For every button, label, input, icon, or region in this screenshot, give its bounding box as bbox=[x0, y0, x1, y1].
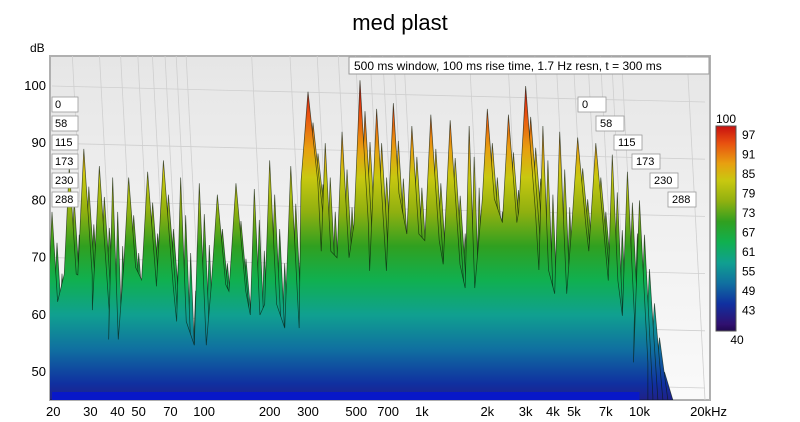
colorbar-tick-label: 43 bbox=[742, 304, 756, 318]
x-tick-label: 4k bbox=[546, 404, 560, 419]
colorbar-tick-label: 55 bbox=[742, 265, 756, 279]
x-tick-label: 70 bbox=[163, 404, 177, 419]
colorbar-tick-label: 91 bbox=[742, 148, 756, 162]
slice-label-box-left bbox=[51, 191, 79, 208]
x-tick-label: 10k bbox=[629, 404, 650, 419]
colorbar-top-label: 100 bbox=[716, 112, 736, 126]
colorbar-bottom-label: 40 bbox=[730, 333, 744, 347]
colorbar-tick-label: 73 bbox=[742, 206, 756, 220]
slice-label-left: 115 bbox=[55, 137, 73, 149]
y-tick-label: 70 bbox=[32, 250, 46, 265]
slice-label-box-right bbox=[631, 153, 661, 170]
colorbar-tick-label: 79 bbox=[742, 187, 756, 201]
slice-label-box-right bbox=[613, 134, 643, 151]
chart-title: med plast bbox=[352, 10, 447, 35]
slice-label-box-right bbox=[595, 115, 625, 132]
y-tick-label: 80 bbox=[32, 192, 46, 207]
x-tick-label: 100 bbox=[193, 404, 215, 419]
x-tick-label: 20 bbox=[46, 404, 60, 419]
slice-label-right: 173 bbox=[636, 156, 654, 168]
colorbar-tick-label: 67 bbox=[742, 226, 756, 240]
slice-label-left: 230 bbox=[55, 175, 73, 187]
slice-label-box-left bbox=[51, 172, 79, 189]
x-tick-label: 1k bbox=[415, 404, 429, 419]
x-tick-label: 200 bbox=[259, 404, 281, 419]
slice-label-box-right bbox=[649, 172, 679, 189]
slice-label-left: 0 bbox=[55, 99, 61, 111]
x-tick-label: 20kHz bbox=[690, 404, 727, 419]
x-tick-label: 500 bbox=[345, 404, 367, 419]
slice-label-box-right bbox=[667, 191, 697, 208]
waterfall-floor bbox=[52, 392, 640, 400]
slice-label-box-left bbox=[51, 134, 79, 151]
colorbar-tick-label: 97 bbox=[742, 128, 756, 142]
slice-label-left: 58 bbox=[55, 118, 67, 130]
slice-label-left: 173 bbox=[55, 156, 73, 168]
slice-label-right: 58 bbox=[600, 118, 612, 130]
colorbar: 100 40 97 91 85 79 73 67 61 55 49 43 bbox=[715, 112, 756, 347]
y-tick-label: 60 bbox=[32, 307, 46, 322]
grid-line-vertical bbox=[686, 56, 706, 400]
colorbar-bar bbox=[715, 125, 737, 332]
slice-label-box-left bbox=[51, 115, 79, 132]
colorbar-tick-label: 85 bbox=[742, 167, 756, 181]
y-tick-label: 50 bbox=[32, 364, 46, 379]
y-axis-label: dB bbox=[30, 41, 45, 55]
waterfall-slices bbox=[50, 80, 674, 400]
colorbar-tick-label: 61 bbox=[742, 245, 756, 259]
y-tick-label: 100 bbox=[24, 78, 46, 93]
y-axis-ticks: 100 90 80 70 60 50 bbox=[24, 78, 46, 379]
slice-label-box-left bbox=[51, 153, 79, 170]
slice-label-right: 0 bbox=[582, 99, 588, 111]
slice-label-right: 115 bbox=[618, 137, 636, 149]
x-tick-label: 2k bbox=[480, 404, 494, 419]
info-box-text: 500 ms window, 100 ms rise time, 1.7 Hz … bbox=[354, 59, 662, 73]
x-tick-label: 30 bbox=[83, 404, 97, 419]
x-tick-label: 3k bbox=[519, 404, 533, 419]
slice-label-right: 230 bbox=[654, 175, 672, 187]
x-tick-label: 300 bbox=[297, 404, 319, 419]
x-tick-label: 40 bbox=[110, 404, 124, 419]
x-tick-label: 50 bbox=[131, 404, 145, 419]
colorbar-tick-label: 49 bbox=[742, 284, 756, 298]
x-axis-ticks: 20 30 40 50 70 100 200 300 500 700 1k 2k 3k 4k 5k 7k 10k… bbox=[46, 404, 727, 419]
x-tick-label: 700 bbox=[377, 404, 399, 419]
slice-label-box-right bbox=[577, 96, 607, 113]
slice-label-box-left bbox=[51, 96, 79, 113]
y-tick-label: 90 bbox=[32, 135, 46, 150]
slice-label-right: 288 bbox=[672, 194, 690, 206]
waterfall-slice bbox=[50, 80, 649, 400]
info-box: 500 ms window, 100 ms rise time, 1.7 Hz … bbox=[348, 56, 710, 75]
x-tick-label: 5k bbox=[567, 404, 581, 419]
x-tick-label: 7k bbox=[599, 404, 613, 419]
slice-label-left: 288 bbox=[55, 194, 73, 206]
colorbar-ticks: 97 91 85 79 73 67 61 55 49 43 bbox=[742, 128, 756, 318]
